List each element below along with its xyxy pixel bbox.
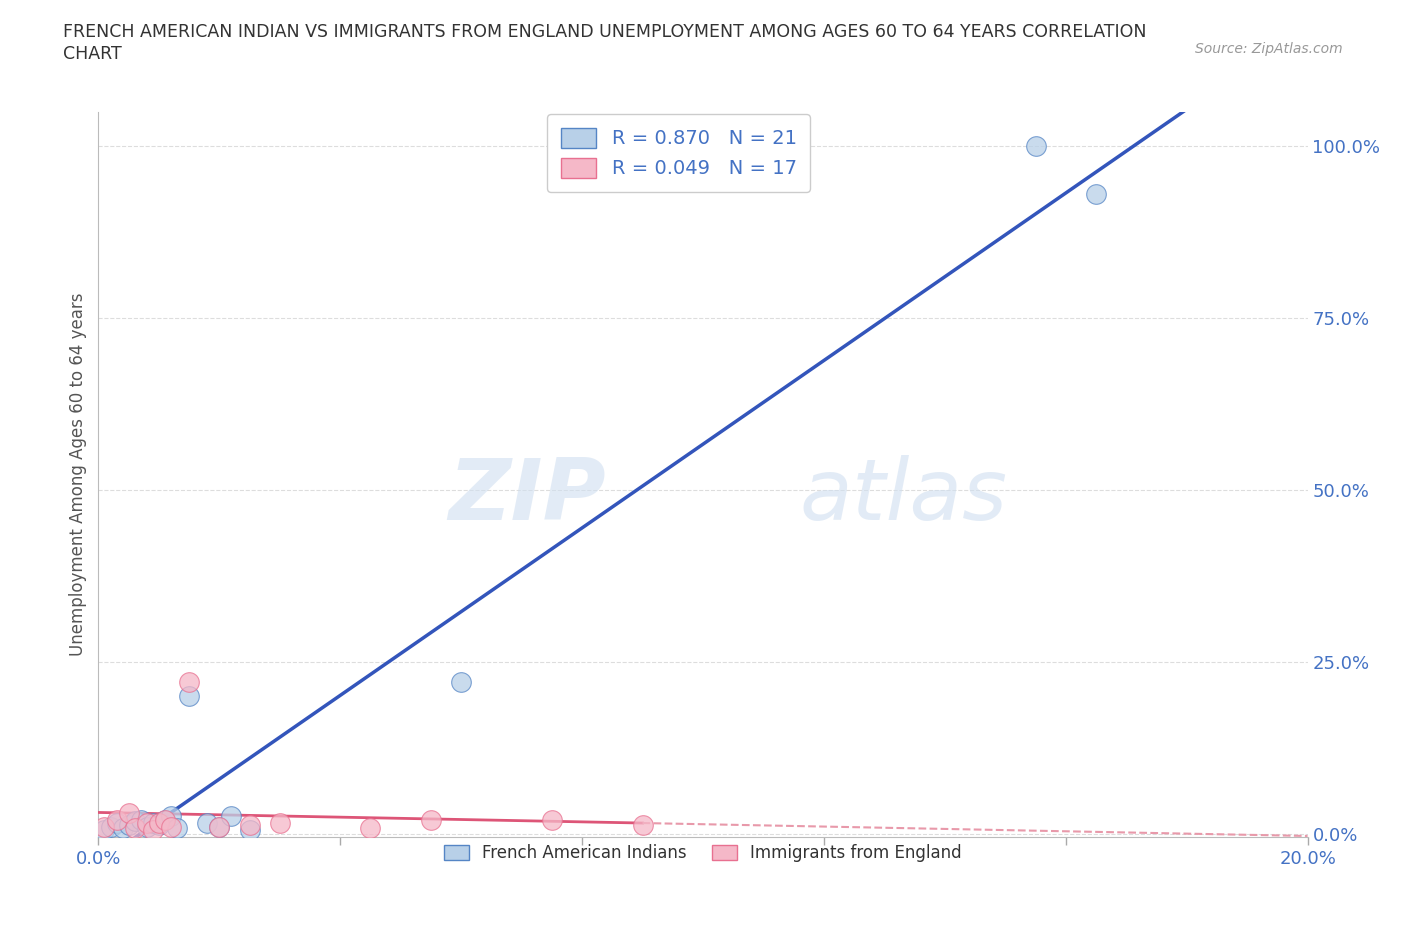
Point	[420, 813, 443, 828]
Point	[631, 817, 654, 832]
Point	[111, 820, 134, 835]
Point	[148, 817, 170, 832]
Point	[142, 823, 165, 838]
Point	[135, 819, 157, 834]
Point	[118, 805, 141, 820]
Text: FRENCH AMERICAN INDIAN VS IMMIGRANTS FROM ENGLAND UNEMPLOYMENT AMONG AGES 60 TO : FRENCH AMERICAN INDIAN VS IMMIGRANTS FRO…	[63, 23, 1147, 41]
Point	[105, 816, 128, 830]
Point	[208, 819, 231, 834]
Y-axis label: Unemployment Among Ages 60 to 64 years: Unemployment Among Ages 60 to 64 years	[69, 293, 87, 656]
Point	[129, 813, 152, 828]
Text: Source: ZipAtlas.com: Source: ZipAtlas.com	[1195, 42, 1343, 56]
Point	[450, 675, 472, 690]
Point	[124, 820, 146, 835]
Point	[166, 820, 188, 835]
Point	[360, 820, 382, 835]
Legend: French American Indians, Immigrants from England: French American Indians, Immigrants from…	[437, 837, 969, 869]
Point	[269, 816, 291, 830]
Point	[239, 823, 262, 838]
Text: atlas: atlas	[800, 455, 1008, 538]
Point	[195, 816, 218, 830]
Point	[118, 817, 141, 832]
Point	[179, 688, 201, 703]
Point	[153, 813, 176, 828]
Point	[208, 819, 231, 834]
Point	[142, 816, 165, 830]
Text: CHART: CHART	[63, 45, 122, 62]
Point	[105, 813, 128, 828]
Point	[93, 819, 115, 834]
Point	[124, 814, 146, 829]
Text: ZIP: ZIP	[449, 455, 606, 538]
Point	[540, 813, 562, 828]
Point	[153, 813, 176, 828]
Point	[239, 817, 262, 832]
Point	[160, 809, 183, 824]
Point	[1024, 139, 1046, 153]
Point	[179, 675, 201, 690]
Point	[160, 819, 183, 834]
Point	[100, 819, 122, 834]
Point	[1085, 187, 1108, 202]
Point	[93, 823, 115, 838]
Point	[135, 816, 157, 830]
Point	[148, 816, 170, 830]
Point	[221, 809, 243, 824]
